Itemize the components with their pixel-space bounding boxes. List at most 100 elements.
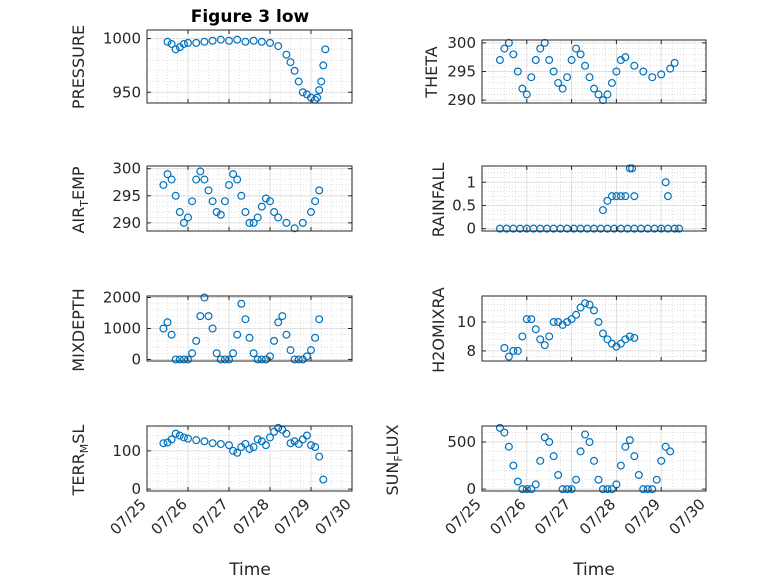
data-point-sun-flux: [598, 485, 607, 494]
data-point-mixdepth: [294, 355, 303, 364]
data-point-terr-msl: [175, 431, 184, 440]
data-point-mixdepth: [282, 330, 291, 339]
data-point-mixdepth: [229, 349, 238, 358]
data-point-pressure: [216, 35, 225, 44]
data-point-rainfall: [628, 164, 637, 173]
data-point-mixdepth: [225, 355, 234, 364]
data-point-terr-msl: [253, 435, 262, 444]
axes-box-sun-flux: [481, 425, 707, 492]
xtick-label-sun-flux: 07/30: [666, 495, 709, 538]
data-point-pressure: [163, 37, 172, 46]
data-point-mixdepth: [302, 352, 311, 361]
data-point-theta: [612, 67, 621, 76]
axes-box-terr-msl: [146, 425, 353, 492]
data-point-air-temp: [225, 180, 234, 189]
ytick-label-terr-msl: 100: [112, 442, 141, 460]
data-point-mixdepth: [171, 355, 180, 364]
data-point-sun-flux: [630, 452, 639, 461]
data-point-sun-flux: [576, 447, 585, 456]
data-point-pressure: [241, 37, 250, 46]
data-point-pressure: [313, 93, 322, 102]
data-point-air-temp: [200, 175, 209, 184]
data-point-sun-flux: [594, 475, 603, 484]
axes-box-rainfall: [481, 165, 707, 232]
data-point-rainfall: [661, 178, 670, 187]
data-point-h2omixra: [531, 325, 540, 334]
data-point-pressure: [282, 50, 291, 59]
data-point-pressure: [184, 38, 193, 47]
ytick-label-theta: 300: [447, 34, 476, 52]
data-point-air-temp: [167, 175, 176, 184]
data-point-theta: [572, 44, 581, 53]
data-point-pressure: [274, 42, 283, 51]
data-point-sun-flux: [648, 485, 657, 494]
data-point-sun-flux: [540, 433, 549, 442]
data-point-h2omixra: [522, 315, 531, 324]
data-point-air-temp: [257, 202, 266, 211]
panel-mixdepth: MIXDEPTH 0 1000 2000: [69, 288, 353, 372]
data-point-theta: [639, 67, 648, 76]
data-point-sun-flux: [545, 438, 554, 447]
xtick-label-sun-flux: 07/26: [486, 495, 529, 538]
ytick-label-mixdepth: 0: [131, 350, 141, 368]
data-point-pressure: [290, 66, 299, 75]
ytick-label-theta: 295: [447, 63, 476, 81]
ytick-label-air-temp: 300: [112, 160, 141, 178]
ytick-label-terr-msl: 0: [131, 480, 141, 498]
data-point-terr-msl: [184, 434, 193, 443]
data-point-air-temp: [315, 186, 324, 195]
data-point-air-temp: [253, 213, 262, 222]
data-point-theta: [513, 67, 522, 76]
data-point-pressure: [298, 88, 307, 97]
data-point-air-temp: [179, 218, 188, 227]
data-point-terr-msl: [233, 448, 242, 457]
data-point-terr-msl: [290, 437, 299, 446]
data-point-air-temp: [212, 208, 221, 217]
data-point-theta: [621, 53, 630, 62]
data-point-pressure: [225, 36, 234, 45]
data-point-air-temp: [171, 191, 180, 200]
data-point-theta: [540, 38, 549, 47]
data-point-mixdepth: [208, 324, 217, 333]
data-point-mixdepth: [249, 349, 258, 358]
data-point-sun-flux: [549, 452, 558, 461]
data-point-rainfall: [621, 192, 630, 201]
data-point-air-temp: [208, 197, 217, 206]
data-point-terr-msl: [302, 431, 311, 440]
data-point-theta: [657, 70, 666, 79]
data-point-terr-msl: [294, 439, 303, 448]
data-point-sun-flux: [518, 485, 527, 494]
data-point-air-temp: [270, 208, 279, 217]
data-point-theta: [648, 73, 657, 82]
data-point-sun-flux: [585, 438, 594, 447]
data-point-theta: [670, 58, 679, 67]
ytick-label-h2omixra: 10: [457, 313, 476, 331]
data-point-pressure: [171, 45, 180, 54]
data-point-air-temp: [237, 191, 246, 200]
data-point-air-temp: [196, 167, 205, 176]
data-point-mixdepth: [196, 312, 205, 321]
data-point-sun-flux: [581, 430, 590, 439]
data-point-pressure: [192, 38, 201, 47]
data-point-sun-flux: [504, 442, 513, 451]
data-point-pressure: [200, 37, 209, 46]
ytick-label-air-temp: 295: [112, 187, 141, 205]
data-point-rainfall: [625, 164, 634, 173]
data-point-air-temp: [266, 197, 275, 206]
ytick-label-pressure: 950: [112, 83, 141, 101]
data-point-pressure: [249, 36, 258, 45]
data-point-theta: [630, 61, 639, 70]
xtick-label-terr-msl: 07/25: [107, 495, 150, 538]
data-point-mixdepth: [290, 355, 299, 364]
data-point-h2omixra: [536, 335, 545, 344]
data-point-mixdepth: [216, 355, 225, 364]
data-point-sun-flux: [536, 456, 545, 465]
data-point-pressure: [179, 39, 188, 48]
xtick-label-terr-msl: 07/28: [230, 495, 273, 538]
data-point-h2omixra: [581, 299, 590, 308]
data-point-air-temp: [163, 170, 172, 179]
data-point-theta: [598, 96, 607, 105]
data-point-theta: [589, 84, 598, 93]
data-point-sun-flux: [607, 485, 616, 494]
data-point-h2omixra: [509, 346, 518, 355]
